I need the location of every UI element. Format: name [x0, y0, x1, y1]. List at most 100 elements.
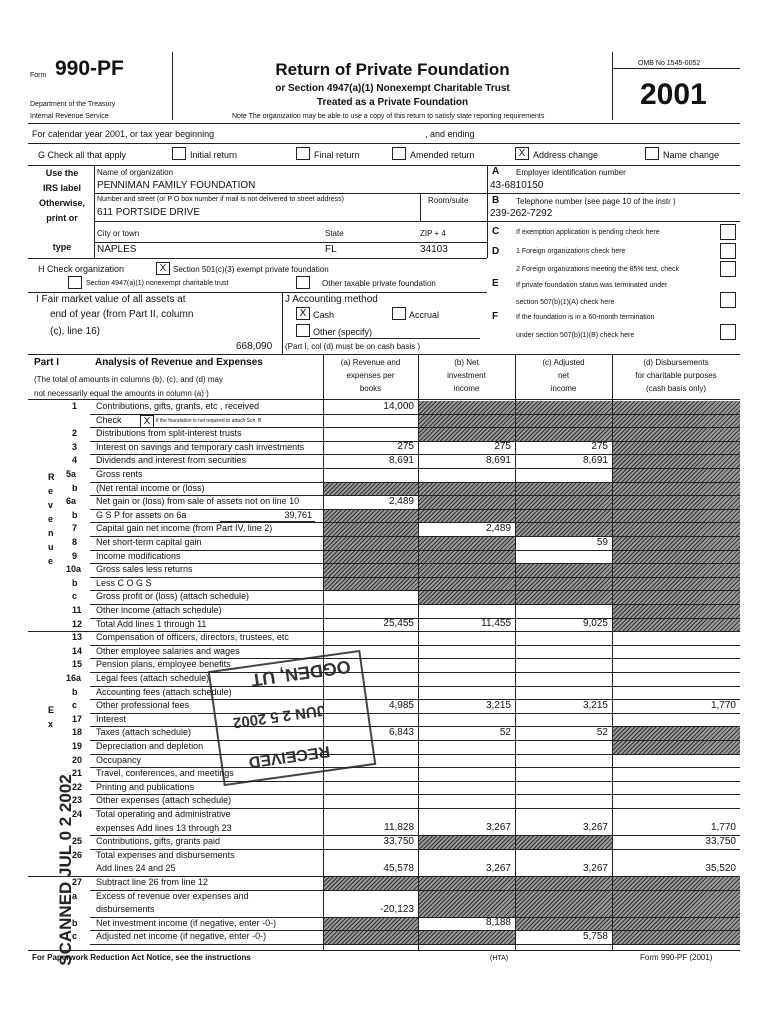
- shaded-cell: [419, 414, 515, 428]
- rule: [310, 338, 480, 339]
- amount: 8,691: [388, 455, 414, 466]
- line-label: Other professional fees: [96, 700, 190, 711]
- line-number: 26: [72, 849, 83, 860]
- side-letter: e: [48, 514, 54, 524]
- line-label: Contributions, gifts, grants, etc , rece…: [96, 401, 260, 411]
- shaded-cell: [419, 401, 515, 414]
- rule: [90, 672, 740, 673]
- amount: -20,123: [380, 903, 414, 915]
- side-text: Use the: [45, 168, 79, 178]
- rule: [90, 576, 740, 578]
- shaded-cell: [516, 577, 612, 591]
- side-letter: x: [48, 719, 54, 729]
- rule: [90, 563, 740, 565]
- shaded-cell: [419, 482, 515, 496]
- line-number: 20: [72, 754, 83, 765]
- rule: [28, 631, 740, 633]
- g-option: Address change: [533, 150, 599, 160]
- column-header: income: [453, 384, 480, 393]
- rule: [172, 52, 173, 120]
- line-number: 1: [72, 401, 78, 411]
- amount: 2,489: [485, 523, 511, 534]
- line-label: Interest on savings and temporary cash i…: [96, 441, 305, 452]
- shaded-cell: [516, 877, 612, 890]
- amount: 14,000: [383, 400, 414, 412]
- shaded-cell: [516, 836, 612, 849]
- line-number: 12: [72, 618, 83, 629]
- line-label: Compensation of officers, directors, tru…: [96, 632, 289, 643]
- line-label: Income modifications: [96, 550, 181, 561]
- line-label: Subtract line 26 from line 12: [96, 877, 209, 887]
- rule: [323, 354, 324, 950]
- shaded-cell: [613, 591, 740, 604]
- shaded-cell: [613, 455, 740, 468]
- shaded-cell: [419, 931, 515, 944]
- note: Note The organization may be able to use…: [232, 113, 545, 120]
- rule: [28, 399, 740, 400]
- side-letter: E: [48, 705, 55, 715]
- line-label: Contributions, gifts, grants paid: [96, 836, 221, 847]
- shaded-cell: [613, 469, 740, 482]
- shaded-cell: [613, 741, 740, 754]
- rule: [90, 712, 740, 714]
- rule: [90, 780, 740, 782]
- shaded-cell: [613, 931, 740, 944]
- letter: F: [492, 311, 499, 322]
- checkbox: [720, 292, 736, 308]
- j-option: Other (specify): [313, 327, 373, 337]
- g-option: Amended return: [410, 150, 475, 160]
- d1-label: 1 Foreign organizations check here: [516, 248, 626, 255]
- rule: [90, 468, 740, 469]
- rule: [612, 354, 613, 950]
- rule: [90, 685, 740, 687]
- amount: 3,267: [485, 822, 511, 834]
- city-label: City or town: [97, 229, 140, 238]
- checkbox: [296, 147, 310, 160]
- checkbox: [172, 147, 186, 160]
- shaded-cell: [419, 877, 515, 890]
- amount: 5,758: [582, 931, 608, 942]
- shaded-cell: [613, 605, 740, 618]
- street: 611 PORTSIDE DRIVE: [97, 207, 200, 218]
- line-number: 16a: [66, 673, 82, 683]
- checkbox: [720, 324, 736, 340]
- rule: [220, 521, 315, 523]
- line-label: expenses Add lines 13 through 23: [96, 822, 232, 833]
- line-label: Printing and publications: [96, 781, 195, 792]
- line-label: Travel, conferences, and meetings: [96, 768, 234, 779]
- amount: 45,578: [383, 863, 414, 874]
- checkbox: [720, 224, 736, 240]
- line-number: 22: [72, 781, 83, 792]
- line-label: G S P for assets on 6a: [96, 509, 187, 520]
- rule: [90, 604, 740, 605]
- side-letter: e: [48, 556, 54, 566]
- checkbox: X: [515, 147, 529, 160]
- column-header: (cash basis only): [645, 384, 707, 393]
- form-number: 990-PF: [55, 57, 124, 80]
- shaded-cell: [613, 877, 740, 890]
- irs: Internal Revenue Service: [30, 113, 109, 120]
- checkbox: X: [140, 414, 154, 428]
- line-label: Check: [96, 414, 122, 425]
- j-note: (Part I, col (d) must be on cash basis ): [285, 342, 421, 351]
- shaded-cell: [324, 482, 418, 496]
- shaded-cell: [324, 931, 418, 944]
- shaded-cell: [613, 727, 740, 740]
- line-label: Excess of revenue over expenses and: [96, 890, 249, 901]
- h-option: Section 4947(a)(1) nonexempt charitable …: [86, 280, 229, 287]
- line-number: 3: [72, 441, 78, 452]
- rule: [90, 522, 740, 524]
- shaded-cell: [613, 890, 740, 917]
- line-label: Capital gain net income (from Part IV, l…: [96, 523, 273, 534]
- i-label: end of year (from Part II, column: [50, 309, 194, 320]
- shaded-cell: [516, 482, 612, 496]
- rule: [282, 292, 283, 354]
- letter: C: [492, 226, 500, 237]
- state-label: State: [325, 229, 344, 238]
- letter: E: [492, 278, 499, 289]
- part-desc: (The total of amounts in columns (b), (c…: [34, 375, 223, 384]
- rule: [90, 767, 740, 769]
- amount: 1,770: [710, 822, 736, 834]
- line-label: Net gain or (loss) from sale of assets n…: [96, 496, 300, 507]
